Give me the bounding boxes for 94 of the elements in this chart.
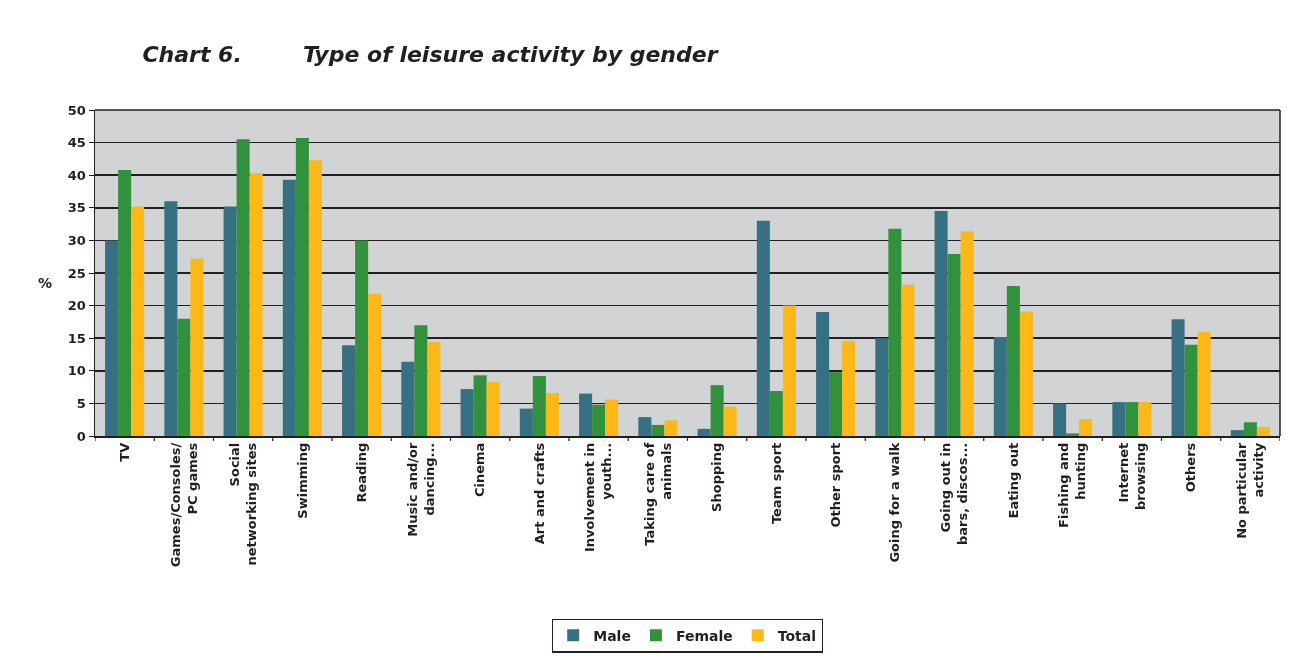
bar (486, 381, 500, 436)
bar (223, 206, 237, 436)
legend-label: Female (675, 627, 733, 644)
x-tick-label: Music and/or dancing... (404, 442, 437, 537)
x-tick-label: TV (116, 442, 132, 462)
bar (769, 391, 783, 436)
bar (710, 385, 724, 436)
bar (545, 392, 559, 436)
bar (579, 393, 593, 436)
bar (782, 305, 796, 436)
bar (308, 160, 322, 436)
y-tick-label: 25 (67, 265, 86, 281)
bar (177, 318, 191, 436)
bar (190, 258, 204, 436)
bar (934, 211, 948, 436)
bar (460, 389, 474, 436)
bar (401, 361, 415, 436)
bar (355, 240, 369, 436)
bar (532, 376, 546, 436)
x-tick-label: Art and crafts (531, 442, 547, 545)
bar (131, 206, 145, 436)
bar (697, 428, 711, 436)
bar (901, 284, 915, 436)
x-tick-label: Reading (353, 442, 369, 503)
x-tick-label: No particular activity (1234, 442, 1267, 539)
bar (249, 173, 263, 436)
bar (1256, 426, 1270, 436)
bar (1125, 402, 1139, 436)
bar (1079, 419, 1093, 436)
bar (342, 345, 356, 436)
bar (605, 399, 619, 436)
bar (105, 240, 119, 436)
bar (1019, 311, 1033, 436)
bar (1197, 331, 1211, 436)
y-tick-label: 20 (67, 298, 86, 314)
bar (888, 228, 902, 436)
bar (1112, 402, 1126, 436)
x-tick-label: Other sport (827, 442, 843, 528)
x-tick-label: Team sport (768, 442, 784, 525)
bar (236, 139, 250, 436)
bar (1171, 319, 1185, 436)
y-tick-label: 35 (67, 200, 86, 216)
bar (947, 254, 961, 436)
x-tick-label: Cinema (472, 442, 488, 498)
bar (592, 404, 606, 436)
bar (829, 372, 843, 436)
legend-label: Male (593, 627, 631, 644)
bar (519, 408, 533, 436)
x-tick-label: Fishing and hunting (1056, 442, 1089, 528)
x-tick-label: Shopping (709, 442, 725, 512)
y-tick-label: 10 (67, 363, 86, 379)
x-tick-label: Others (1183, 442, 1199, 493)
y-tick-label: 50 (67, 102, 86, 118)
bar (875, 338, 889, 436)
bar (118, 169, 132, 436)
bar (414, 325, 428, 436)
x-tick-label: Games/Consoles/ PC games (167, 442, 200, 568)
y-tick-label: 5 (76, 395, 86, 411)
bar (1138, 402, 1152, 436)
x-tick-label: Social networking sites (226, 442, 259, 566)
bar (295, 138, 309, 436)
bar (282, 179, 296, 436)
bar (1243, 422, 1257, 436)
y-axis-title: % (38, 275, 53, 291)
x-tick-label: Going for a walk (887, 442, 903, 563)
x-tick-label: Going out in bars, discos... (937, 442, 970, 546)
legend-label: Total (777, 627, 816, 644)
bar (638, 417, 652, 436)
bar (651, 424, 665, 436)
y-tick-label: 45 (67, 135, 86, 151)
bar (816, 312, 830, 436)
bar (993, 336, 1007, 436)
bar (368, 293, 382, 436)
x-tick-label: Involvement in youth... (582, 442, 615, 553)
y-tick-label: 15 (67, 330, 86, 346)
bar (960, 231, 974, 436)
y-tick-label: 40 (67, 167, 86, 183)
bar (842, 340, 856, 436)
x-tick-label: Swimming (294, 442, 310, 519)
bar (1066, 433, 1080, 436)
bar (1184, 344, 1198, 436)
y-tick-label: 0 (76, 428, 86, 444)
bar (756, 220, 770, 436)
bar (473, 375, 487, 436)
bar (164, 201, 178, 436)
bar (664, 420, 678, 436)
bar (1006, 286, 1020, 436)
bar (723, 406, 737, 436)
y-tick-label: 30 (67, 232, 86, 248)
bar (427, 342, 441, 436)
bar (1230, 430, 1244, 436)
chart-title: Chart 6. Type of leisure activity by gender (142, 41, 719, 67)
bar (1053, 403, 1067, 436)
x-tick-label: Eating out (1005, 442, 1021, 519)
